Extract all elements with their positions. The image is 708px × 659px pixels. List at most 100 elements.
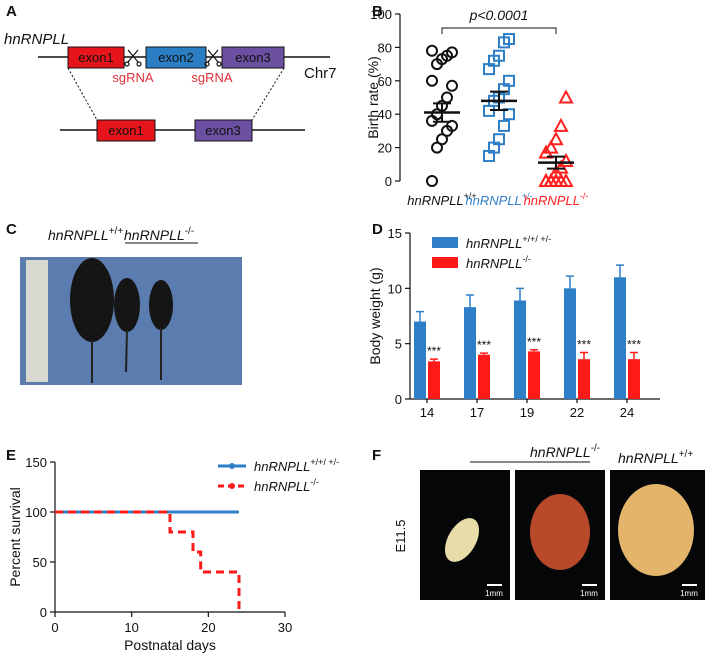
guide-label: sgRNA [191,70,233,85]
gene-name: hnRNPLL [530,444,591,460]
data-point [493,49,505,62]
significance-bracket [441,27,557,34]
genotype: +/- [522,191,533,201]
gene-name: hnRNPLL [254,479,310,494]
y-tick-label: 100 [370,7,392,22]
error-bar [416,310,424,322]
gene-diagram: hnRNPLL exon1 exon2 exon3 Chr7 sgRNA sgR… [4,31,337,142]
legend-dot [229,483,235,489]
data-point [446,79,458,92]
legend-label: hnRNPLL-/- [254,477,319,494]
x-tick-label: 0 [51,620,58,635]
panel-label: F [372,447,381,464]
data-point [498,119,510,132]
x-tick-label: 10 [124,620,138,635]
panel-label: B [372,3,383,20]
bar [428,361,440,399]
x-tick-label: 19 [520,405,534,420]
data-point [553,117,569,132]
significance-marker: *** [527,335,541,349]
data-point [503,108,515,121]
data-point [426,44,438,57]
data-point [503,33,515,46]
error-bar [480,352,488,355]
exon-box [194,119,253,142]
legend-dot [229,463,235,469]
error-bar [516,287,524,301]
data-point [441,91,453,104]
y-tick-label: 20 [378,141,392,156]
gene-name: hnRNPLL [618,450,679,466]
data-point [446,46,458,59]
gene-name: hnRNPLL [465,193,521,208]
scissors-icon [124,49,222,67]
gene-name: hnRNPLL [48,227,109,243]
exon-label: exon2 [158,50,193,65]
y-tick-label: 150 [25,455,47,470]
exon-label: exon3 [205,123,240,138]
bar [528,351,540,399]
y-axis-label: Body weight (g) [367,267,383,364]
genotype: -/- [580,191,589,201]
y-tick-label: 0 [40,605,47,620]
error-bar [630,351,638,360]
scale-label: 1mm [485,589,503,598]
data-point [446,119,458,132]
ruler [26,260,48,382]
mouse [114,278,140,332]
embryo [444,518,480,562]
y-axis-label: Percent survival [7,487,23,587]
error-bar [547,155,565,170]
embryo-photos: 1mm 1mm 1mm E11.5 [393,461,705,600]
bar [578,359,590,399]
gene-name: hnRNPLL [466,236,522,251]
data-point [543,139,559,154]
gene-name: hnRNPLL [124,227,185,243]
data-point [493,133,505,146]
y-tick-label: 100 [25,505,47,520]
error-bar [430,358,438,362]
x-tick-label: 22 [570,405,584,420]
panel-label: A [6,3,17,20]
data-point [558,152,574,167]
x-tick-label: 14 [420,405,434,420]
bar [614,277,626,399]
mouse-tail [125,329,128,373]
error-bar [530,349,538,352]
panel-label: C [6,221,17,238]
mouse [149,280,173,330]
x-tick-label: 17 [470,405,484,420]
error-bar [580,351,588,360]
error-bar [490,90,508,112]
guide-label: sgRNA [112,70,154,85]
chromosome-label: Chr7 [304,65,337,82]
y-tick-label: 5 [395,337,402,352]
y-tick-label: 60 [378,74,392,89]
gene-name: hnRNPLL [407,193,463,208]
p-value: p<0.0001 [469,7,529,23]
mouse-photo [20,242,242,385]
data-point [503,74,515,87]
y-tick-label: 80 [378,40,392,55]
legend-swatch [432,237,458,248]
significance-marker: *** [577,338,591,352]
x-axis-label: Postnatal days [124,637,216,653]
y-tick-label: 50 [33,555,47,570]
legend-label: hnRNPLL+/+/ +/- [466,234,551,251]
y-tick-label: 0 [395,392,402,407]
panel-label: D [372,221,383,238]
embryo [618,484,694,576]
gene-name: hnRNPLL [524,193,580,208]
significance-marker: *** [477,338,491,352]
genotype: -/- [310,477,319,487]
bar [628,359,640,399]
genotype: +/+/ +/- [310,457,339,467]
significance-marker: *** [427,344,441,358]
category-label: hnRNPLL+/+ [407,191,476,208]
exon-label: exon1 [108,123,143,138]
error-bar [616,264,624,278]
scale-label: 1mm [680,589,698,598]
y-tick-label: 10 [388,281,402,296]
y-tick-label: 0 [385,174,392,189]
